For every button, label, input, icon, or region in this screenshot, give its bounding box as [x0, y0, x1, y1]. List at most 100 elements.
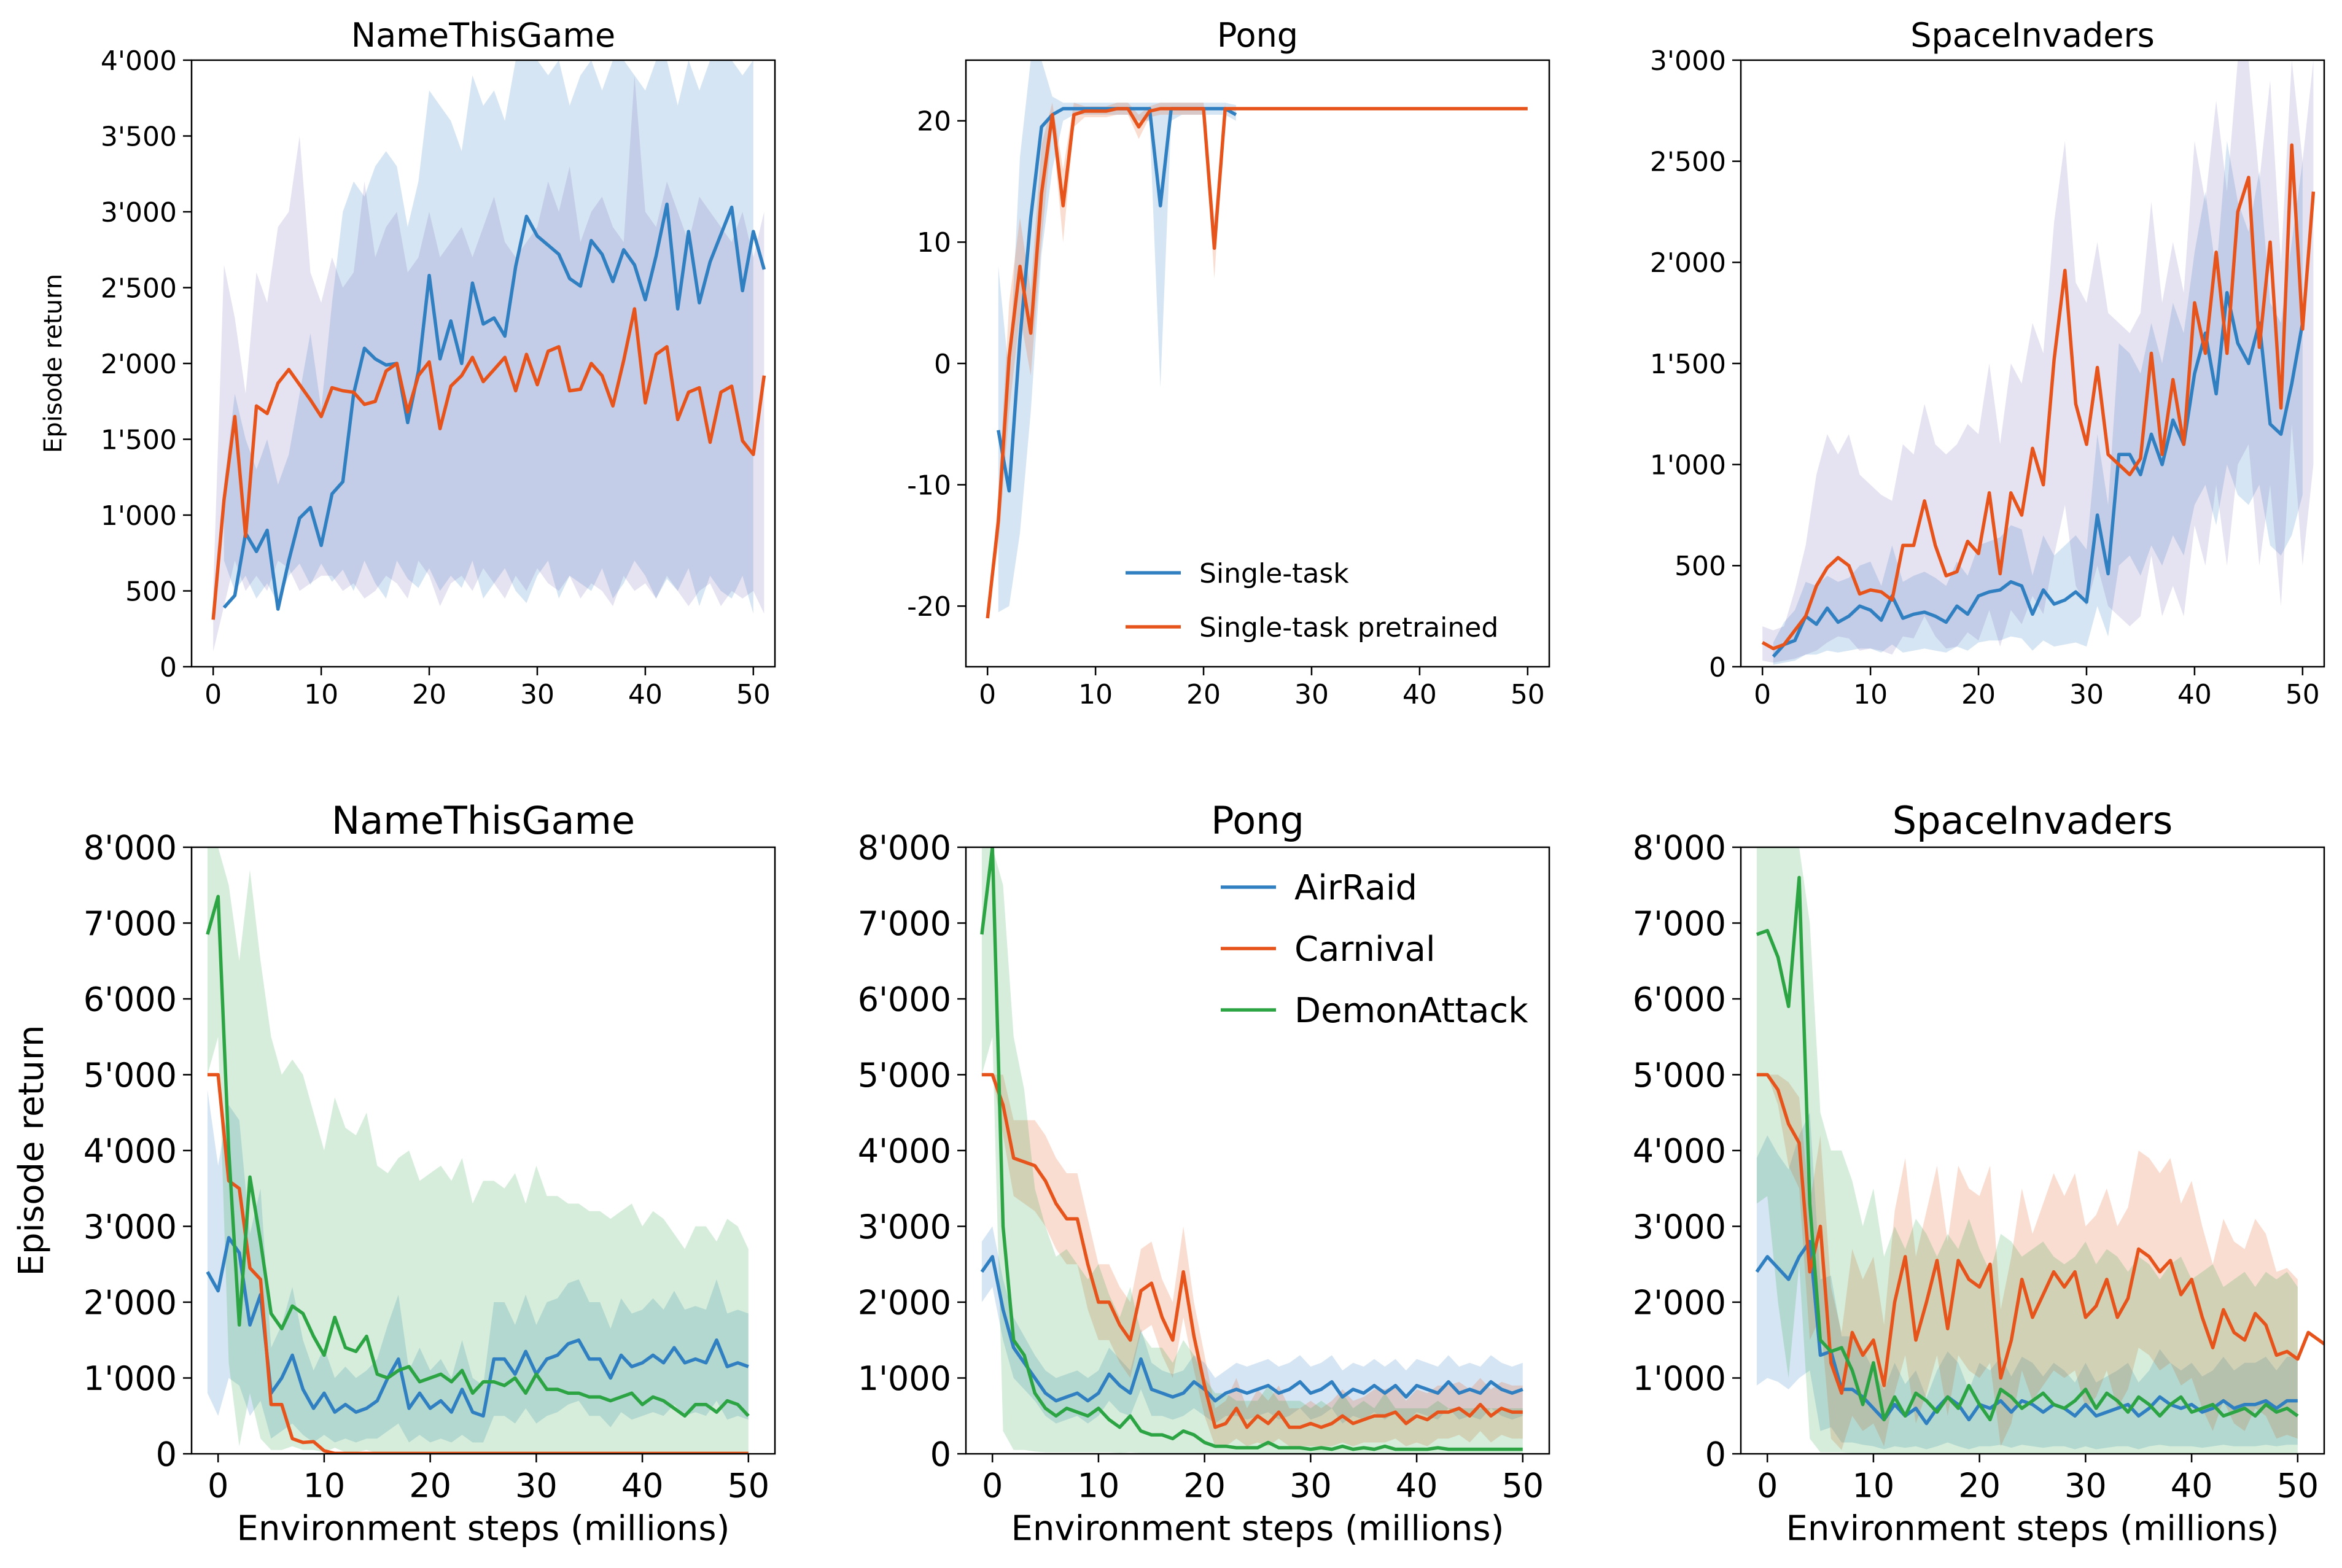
y-tick-label: 0: [160, 652, 177, 683]
series-airraid: [206, 1236, 749, 1418]
series-airraid: [980, 1255, 1523, 1403]
chart-panel-2: 0 10 20 30 40 50-20-1001020PongSingle-taskSin…: [907, 16, 1550, 710]
y-tick-label: 0: [1705, 1435, 1726, 1473]
y-tick-label: 1'500: [101, 424, 177, 456]
series-lines: [211, 202, 766, 620]
y-tick-label: 2'000: [84, 1283, 177, 1322]
y-tick-label: 6'000: [84, 980, 177, 1019]
x-tick-label: 20: [412, 679, 446, 710]
legend-label: Carnival: [1294, 930, 1436, 969]
x-tick-label: 0: [1757, 1467, 1778, 1505]
y-tick-label: 4'000: [1633, 1131, 1726, 1170]
y-tick-label: 7'000: [1633, 904, 1726, 943]
x-tick-label: 20: [1961, 679, 1996, 710]
x-tick-label: 0: [208, 1467, 228, 1505]
x-tick-label: 10: [1853, 679, 1888, 710]
y-tick-label: 5'000: [84, 1056, 177, 1095]
x-tick-label: 20: [1186, 679, 1221, 710]
band-orange: [981, 1074, 1523, 1446]
y-tick-label: 3'000: [1633, 1208, 1726, 1246]
y-tick-label: 4'000: [84, 1131, 177, 1170]
x-tick-label: 50: [727, 1467, 769, 1505]
chart-title: SpaceInvaders: [1893, 798, 2173, 843]
y-tick-label: 3'500: [101, 121, 177, 152]
x-tick-label: 10: [1078, 679, 1113, 710]
x-tick-label: 0: [982, 1467, 1003, 1505]
chart-title: NameThisGame: [332, 798, 635, 843]
x-tick-label: 30: [2064, 1467, 2107, 1505]
chart-title: Pong: [1217, 16, 1298, 55]
x-tick-label: 40: [1402, 679, 1437, 710]
x-tick-label: 10: [303, 1467, 346, 1505]
y-tick-label: 2'000: [101, 349, 177, 380]
x-tick-label: 30: [1290, 1467, 1332, 1505]
x-tick-label: 20: [409, 1467, 451, 1505]
y-tick-label: 4'000: [858, 1131, 951, 1170]
y-tick-label: 2'000: [1633, 1283, 1726, 1322]
series-single-task-pretrained: [1761, 143, 2316, 651]
x-axis-label: Environment steps (millions): [237, 1509, 730, 1549]
band-green: [981, 847, 1523, 1454]
x-tick-label: 0: [204, 679, 222, 710]
x-tick-label: 20: [1183, 1467, 1226, 1505]
y-tick-label: 1'000: [1650, 450, 1726, 481]
y-tick-label: 1'000: [858, 1359, 951, 1398]
chart-title: Pong: [1211, 798, 1304, 843]
series-demonattack: [980, 847, 1523, 1451]
legend-label: AirRaid: [1294, 868, 1417, 908]
x-tick-label: 40: [1396, 1467, 1438, 1505]
chart-panel-5: 0 10 20 30 40 50 0 1'000 2'000 3'000 4'000 5'000 6'0…: [858, 798, 1550, 1549]
y-tick-label: 3'000: [1650, 45, 1726, 77]
x-tick-label: 40: [621, 1467, 664, 1505]
band-green: [207, 847, 749, 1453]
legend-label: Single-task pretrained: [1199, 612, 1498, 643]
x-tick-label: 50: [1501, 1467, 1544, 1505]
y-tick-label: 3'000: [101, 197, 177, 228]
series-demonattack: [206, 895, 750, 1418]
y-tick-label: -10: [907, 470, 951, 501]
y-tick-label: 7'000: [84, 904, 177, 943]
band-green: [1756, 847, 2298, 1454]
y-tick-label: 1'500: [1650, 349, 1726, 380]
band-blue: [1773, 141, 2303, 665]
x-tick-label: 30: [515, 1467, 558, 1505]
y-tick-label: 0: [156, 1435, 177, 1473]
y-tick-label: 8'000: [84, 828, 177, 867]
y-tick-label: 500: [125, 576, 177, 607]
y-tick-label: 2'000: [1650, 247, 1726, 279]
band-blue: [207, 1090, 749, 1443]
confidence-bands: [981, 847, 1523, 1454]
series-carnival: [981, 1073, 1523, 1429]
band-purple: [213, 75, 764, 652]
series-lines: [986, 107, 1528, 619]
chart-panel-1: 0 10 20 30 40 5005001'0001'5002'0002'5003'000…: [39, 16, 776, 710]
x-axis-label: Environment steps (millions): [1011, 1509, 1504, 1549]
confidence-bands: [1762, 60, 2314, 665]
x-tick-label: 50: [2276, 1467, 2319, 1505]
x-tick-label: 50: [1511, 679, 1545, 710]
y-tick-label: 10: [917, 227, 951, 258]
y-tick-label: 1'000: [101, 500, 177, 532]
x-tick-label: 50: [2286, 679, 2320, 710]
chart-title: NameThisGame: [351, 16, 615, 55]
series-demonattack: [1756, 875, 2299, 1422]
x-tick-label: 0: [979, 679, 996, 710]
x-tick-label: 40: [2171, 1467, 2213, 1505]
confidence-bands: [987, 60, 1236, 618]
y-tick-label: 2'500: [101, 273, 177, 304]
x-tick-label: 30: [520, 679, 554, 710]
y-tick-label: 1'000: [1633, 1359, 1726, 1398]
legend: AirRaid Carnival DemonAttack: [1221, 868, 1528, 1031]
confidence-bands: [213, 60, 764, 652]
y-tick-label: 3'000: [858, 1208, 951, 1246]
y-axis-label: Episode return: [12, 1025, 52, 1276]
y-tick-label: 5'000: [858, 1056, 951, 1095]
y-tick-label: 2'000: [858, 1283, 951, 1322]
y-tick-label: 500: [1675, 551, 1726, 582]
x-tick-label: 10: [1853, 1467, 1895, 1505]
y-tick-label: 8'000: [858, 828, 951, 867]
x-tick-label: 0: [1754, 679, 1771, 710]
series-carnival: [1756, 1073, 2324, 1395]
band-orange: [1756, 1074, 2298, 1450]
y-tick-label: 0: [1709, 652, 1726, 683]
